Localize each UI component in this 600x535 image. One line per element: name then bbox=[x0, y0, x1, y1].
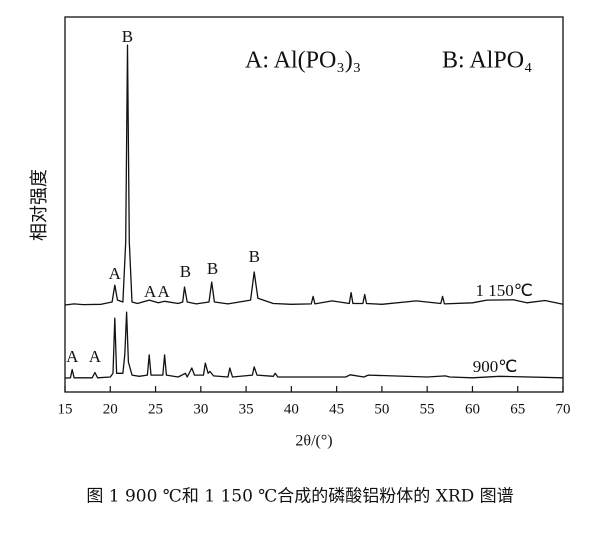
x-tick-label: 35 bbox=[239, 401, 254, 417]
legend-note: B: AlPO₄ bbox=[442, 48, 532, 74]
peak-label: A bbox=[66, 347, 79, 366]
peak-label: A bbox=[109, 264, 122, 283]
peak-label: A bbox=[144, 282, 157, 301]
series-label: 1 150℃ bbox=[475, 281, 532, 300]
caption: 图 1 900 ℃和 1 150 ℃合成的磷酸铝粉体的 XRD 图谱 bbox=[86, 487, 513, 507]
x-tick-label: 55 bbox=[420, 401, 435, 417]
plot-frame bbox=[64, 16, 564, 393]
peak-label: B bbox=[207, 259, 218, 278]
series-label: 900℃ bbox=[473, 357, 518, 376]
y-axis-title: 相对强度 bbox=[29, 169, 50, 241]
x-tick-label: 45 bbox=[329, 401, 344, 417]
x-tick-label: 40 bbox=[284, 401, 299, 417]
x-tick-label: 25 bbox=[148, 401, 163, 417]
xrd-pattern bbox=[64, 44, 564, 306]
x-tick-label: 15 bbox=[58, 401, 73, 417]
xrd-pattern bbox=[64, 311, 564, 379]
legend-note: A: Al(PO₃)₃ bbox=[245, 48, 361, 74]
x-tick-label: 50 bbox=[374, 401, 389, 417]
x-tick-label: 60 bbox=[465, 401, 480, 417]
x-axis-title: 2θ/(°) bbox=[295, 433, 332, 450]
x-tick-label: 20 bbox=[103, 401, 118, 417]
peak-label: A bbox=[89, 347, 102, 366]
peak-label: A bbox=[158, 282, 171, 301]
peak-label: B bbox=[249, 247, 260, 266]
peak-label: B bbox=[180, 262, 191, 281]
x-tick-label: 70 bbox=[556, 401, 571, 417]
x-tick-label: 30 bbox=[193, 401, 208, 417]
x-tick-label: 65 bbox=[510, 401, 525, 417]
peak-label: B bbox=[122, 27, 133, 46]
